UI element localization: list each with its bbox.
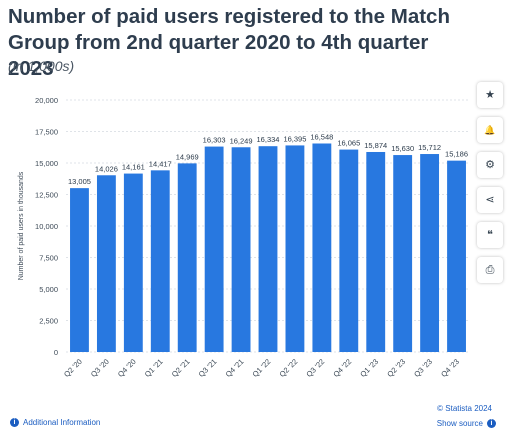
y-tick-label: 20,000: [35, 96, 58, 105]
y-tick-label: 12,500: [35, 191, 58, 200]
data-label: 15,630: [391, 144, 414, 153]
bar: [312, 143, 332, 352]
share-button[interactable]: ⋖: [477, 187, 503, 213]
additional-information-link[interactable]: i Additional Information: [10, 418, 100, 427]
x-tick-label: Q2 '23: [385, 357, 407, 379]
x-tick-label: Q4 '20: [116, 357, 138, 379]
statista-credit: © Statista 2024: [437, 404, 492, 413]
x-tick-label: Q3 '22: [304, 357, 326, 379]
bar: [420, 154, 440, 352]
bar: [96, 175, 116, 352]
data-label: 14,026: [95, 164, 118, 173]
chart-title: Number of paid users registered to the M…: [8, 5, 450, 80]
y-tick-label: 15,000: [35, 159, 58, 168]
notification-button[interactable]: 🔔: [477, 117, 503, 143]
data-label: 13,005: [68, 177, 91, 186]
x-tick-label: Q4 '23: [439, 357, 461, 379]
bar: [339, 149, 359, 352]
x-tick-label: Q4 '21: [224, 357, 246, 379]
data-label: 16,065: [337, 139, 360, 148]
quote-icon: ❝: [487, 228, 493, 241]
gear-icon: ⚙: [485, 158, 495, 171]
x-tick-label: Q3 '23: [412, 357, 434, 379]
x-tick-label: Q2 '22: [278, 357, 300, 379]
side-toolbar: ★ 🔔 ⚙ ⋖ ❝ ⎙: [477, 82, 503, 283]
favorite-button[interactable]: ★: [477, 82, 503, 108]
info-icon: i: [10, 418, 19, 427]
x-tick-label: Q2 '21: [170, 357, 192, 379]
data-label: 16,334: [257, 135, 280, 144]
data-label: 15,186: [445, 150, 468, 159]
x-tick-label: Q1 '23: [358, 357, 380, 379]
info-icon: i: [487, 419, 496, 428]
bar: [150, 170, 170, 352]
print-icon: ⎙: [485, 263, 495, 276]
bar: [177, 163, 197, 352]
bar: [366, 151, 386, 352]
bell-icon: 🔔: [484, 124, 496, 135]
bar: [123, 173, 143, 352]
share-icon: ⋖: [485, 193, 495, 206]
print-button[interactable]: ⎙: [477, 257, 503, 283]
x-tick-label: Q1 '22: [251, 357, 273, 379]
bar: [447, 160, 466, 352]
x-tick-label: Q2 '20: [62, 357, 84, 379]
x-tick-label: Q1 '21: [143, 357, 165, 379]
data-label: 16,303: [203, 136, 226, 145]
y-tick-label: 10,000: [35, 222, 58, 231]
data-label: 16,395: [283, 134, 306, 143]
bar: [204, 146, 224, 352]
chart-subtitle: (in 1,000s): [8, 58, 75, 74]
x-tick-label: Q4 '22: [331, 357, 353, 379]
bar: [285, 145, 305, 352]
bar: [393, 155, 413, 352]
y-tick-label: 0: [54, 348, 58, 357]
y-tick-label: 7,500: [39, 254, 58, 263]
y-axis-title: Number of paid users in thousands: [18, 171, 25, 280]
y-tick-label: 17,500: [35, 128, 58, 137]
cite-button[interactable]: ❝: [477, 222, 503, 248]
additional-information-label: Additional Information: [23, 418, 101, 427]
show-source-label: Show source: [436, 419, 483, 428]
x-tick-label: Q3 '20: [89, 357, 111, 379]
star-icon: ★: [485, 88, 495, 101]
x-tick-label: Q3 '21: [197, 357, 219, 379]
data-label: 15,874: [364, 141, 387, 150]
show-source-link[interactable]: Show source i: [437, 419, 496, 428]
bar: [231, 147, 251, 352]
data-label: 15,712: [418, 143, 441, 152]
bar: [258, 146, 278, 352]
settings-button[interactable]: ⚙: [477, 152, 503, 178]
data-label: 16,249: [230, 136, 253, 145]
data-label: 14,161: [122, 163, 145, 172]
y-tick-label: 2,500: [39, 317, 58, 326]
y-tick-label: 5,000: [39, 285, 58, 294]
data-label: 14,969: [176, 152, 199, 161]
data-label: 16,548: [310, 132, 333, 141]
data-label: 14,417: [149, 159, 172, 168]
bar: [70, 188, 89, 352]
